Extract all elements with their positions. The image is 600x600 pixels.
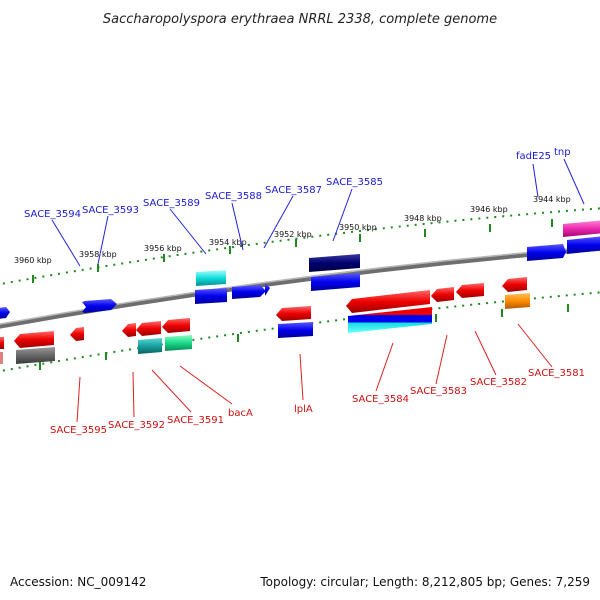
gene-arrow[interactable] [502,277,527,292]
gene-arrow[interactable] [232,285,266,299]
forward-genes [0,220,600,319]
gene-arrow[interactable] [563,220,600,237]
gene-label-bottom[interactable]: SACE_3592 [108,420,165,431]
gene-arrow[interactable] [70,327,84,341]
gene-label-bottom[interactable]: SACE_3582 [470,377,527,388]
gene-label-bottom[interactable]: SACE_3583 [410,386,467,397]
gene-arrow[interactable] [431,287,454,302]
gene-label-bottom[interactable]: SACE_3581 [528,368,585,379]
gene-arrow[interactable] [309,254,360,272]
scale-label: 3946 kbp [470,205,508,214]
gene-label-top[interactable]: SACE_3585 [326,177,383,188]
outer-major-ticks [32,219,553,283]
gene-arrow[interactable] [0,307,10,319]
scale-label: 3956 kbp [144,244,182,253]
gene-arrow[interactable] [348,307,432,333]
gene-arrow[interactable] [567,236,600,254]
scale-label: 3952 kbp [274,230,312,239]
gene-label-top[interactable]: SACE_3589 [143,198,200,209]
reverse-genes [0,277,530,364]
scale-label: 3948 kbp [404,214,442,223]
scale-label: 3954 kbp [209,238,247,247]
gene-label-bottom[interactable]: bacA [228,408,253,419]
gene-label-bottom[interactable]: SACE_3584 [352,394,409,405]
scale-label: 3960 kbp [14,256,52,265]
gene-label-top[interactable]: fadE25 [516,151,551,162]
gene-arrow[interactable] [136,321,161,336]
gene-arrow[interactable] [16,347,55,364]
gene-arrow[interactable] [265,283,270,296]
gene-arrow[interactable] [456,283,484,298]
gene-label-top[interactable]: SACE_3594 [24,209,81,220]
outer-tick-ring [0,207,600,286]
accession-text: Accession: NC_009142 [10,575,146,589]
gene-label-top[interactable]: SACE_3587 [265,185,322,196]
scale-label: 3958 kbp [79,250,117,259]
gene-arrow[interactable] [278,322,313,338]
gene-arrow[interactable] [0,352,3,364]
scale-label: 3944 kbp [533,195,571,204]
gene-label-bottom[interactable]: SACE_3595 [50,425,107,436]
gene-arrow[interactable] [527,244,566,261]
gene-arrow[interactable] [196,270,226,286]
gene-arrow[interactable] [138,338,162,354]
gene-arrow[interactable] [82,299,117,313]
gene-arrow[interactable] [276,306,311,321]
gene-label-top[interactable]: SACE_3593 [82,205,139,216]
gene-arrow[interactable] [346,290,430,313]
gene-arrow[interactable] [162,318,190,333]
gene-arrow[interactable] [122,323,136,337]
gene-arrow[interactable] [0,337,4,349]
gene-arrow[interactable] [195,288,227,304]
top-callout-lines [51,158,585,267]
gene-label-top[interactable]: tnp [554,147,571,158]
genome-backbone [0,245,600,329]
gene-arrow[interactable] [311,273,360,291]
gene-label-bottom[interactable]: SACE_3591 [167,415,224,426]
gene-arrow[interactable] [14,331,54,348]
map-title: Saccharopolyspora erythraea NRRL 2338, c… [103,12,497,27]
gene-arrow[interactable] [165,335,192,351]
gene-label-bottom[interactable]: lplA [294,404,313,415]
gene-arrow[interactable] [505,293,530,309]
gene-label-top[interactable]: SACE_3588 [205,191,262,202]
bottom-callout-lines [76,323,553,423]
scale-label: 3950 kbp [339,223,377,232]
genome-summary-text: Topology: circular; Length: 8,212,805 bp… [259,575,590,589]
